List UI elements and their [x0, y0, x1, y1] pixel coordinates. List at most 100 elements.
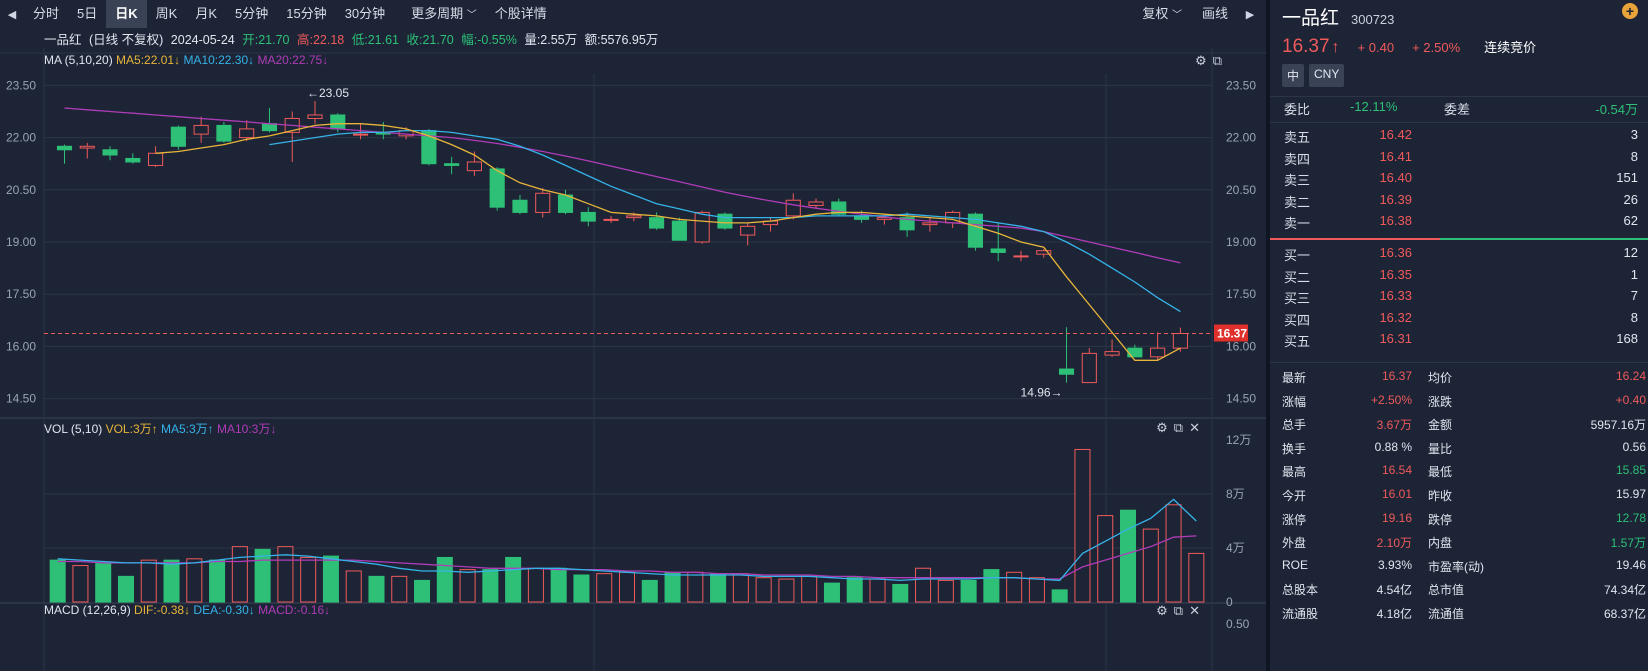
settings-icon[interactable]: ⚙: [1156, 603, 1174, 618]
candle-body: [170, 126, 186, 147]
order-book-row[interactable]: 买三 16.33 7: [1270, 288, 1648, 309]
order-book-row[interactable]: 卖二 16.39 26: [1270, 192, 1648, 213]
chart-area: ◀ 分时 5日 日K 周K 月K 5分钟 15分钟 30分钟 更多周期 ﹀ 个股…: [0, 0, 1266, 671]
order-book-row[interactable]: 买五 16.31 168: [1270, 331, 1648, 352]
level-price: 16.32: [1379, 309, 1412, 325]
stat-item: 量比 0.56: [1428, 440, 1646, 463]
volume-bar: [414, 579, 431, 603]
window-icon[interactable]: ⧉: [1173, 603, 1190, 618]
candle-body: [990, 248, 1006, 253]
close-icon[interactable]: ✕: [1189, 420, 1206, 435]
chevron-down-icon: ﹀: [466, 10, 477, 21]
tab-weekly-k[interactable]: 周K: [155, 6, 178, 21]
candle-info-line: 一品红 (日线 不复权) 2024-05-24 开:21.70 高:22.18 …: [44, 29, 662, 47]
weibi-label: 委比: [1284, 102, 1311, 117]
settings-icon[interactable]: ⚙: [1156, 420, 1174, 435]
tab-5day[interactable]: 5日: [77, 6, 98, 21]
tab-monthly-k[interactable]: 月K: [195, 6, 217, 21]
volume-bar: [209, 559, 226, 603]
fuquan-dropdown[interactable]: 复权 ﹀: [1132, 0, 1192, 28]
volume-bar: [596, 573, 613, 603]
stat-item: 涨幅 +2.50%: [1282, 393, 1412, 416]
stat-item: 外盘 2.10万: [1282, 534, 1412, 557]
vol-ma10-value: MA10:3万↓: [217, 422, 277, 436]
volume-bar: [801, 575, 818, 603]
stat-item: 流通值 68.37亿: [1428, 605, 1646, 628]
volume-bar: [983, 569, 1000, 603]
close-icon[interactable]: ✕: [1189, 603, 1206, 618]
candle-body: [603, 218, 619, 221]
level-price: 16.40: [1379, 170, 1412, 185]
candle-body: [808, 201, 824, 206]
stat-value: 1.57万: [1610, 536, 1646, 551]
price-tick-right: 23.50: [1226, 78, 1256, 92]
stat-value: 15.97: [1615, 487, 1646, 501]
candle-body: [102, 149, 118, 156]
tab-more-periods[interactable]: 更多周期 ﹀: [402, 0, 486, 28]
candle-body: [899, 217, 915, 231]
price-change: + 0.40: [1357, 40, 1395, 55]
info-mode: (日线 不复权): [89, 33, 164, 47]
quote-header: 一品红 300723: [1282, 3, 1394, 30]
prev-arrow-icon[interactable]: ◀: [7, 8, 17, 21]
price-line: 16.37 ↑ + 0.40 + 2.50% 连续竞价: [1282, 36, 1536, 58]
price-tick-left: 17.50: [6, 287, 36, 301]
tab-5min[interactable]: 5分钟: [234, 6, 269, 21]
tab-30min[interactable]: 30分钟: [344, 6, 386, 21]
candle-body: [626, 215, 642, 219]
level-volume: 26: [1623, 191, 1638, 207]
stat-label: 昨收: [1428, 489, 1453, 503]
tab-daily-k[interactable]: 日K: [106, 0, 147, 28]
next-arrow-icon[interactable]: ▶: [1245, 8, 1255, 21]
order-book-row[interactable]: 卖四 16.41 8: [1270, 149, 1648, 170]
volume-bar: [1028, 577, 1045, 603]
candle-body: [1013, 255, 1029, 258]
stat-item: 均价 16.24: [1428, 369, 1646, 392]
tab-fenshi[interactable]: 分时: [33, 6, 60, 21]
stat-item: 涨停 19.16: [1282, 511, 1412, 534]
candle-body: [193, 124, 209, 135]
candle-body: [216, 124, 232, 142]
kline-chart[interactable]: 23.50 23.50 22.00 22.00 20.50 20.50 19.00 19.00…: [0, 48, 1266, 671]
order-book-row[interactable]: 卖三 16.40 151: [1270, 170, 1648, 191]
stat-label: 涨幅: [1282, 394, 1307, 409]
price-tick-left: 19.00: [6, 235, 36, 249]
weibi-row: 委比 -12.11% 委差 -0.54万: [1270, 99, 1648, 120]
candle-body: [79, 145, 95, 149]
level-label: 买二: [1284, 269, 1311, 285]
window-icon[interactable]: ⧉: [1212, 53, 1228, 68]
candle-body: [56, 145, 73, 151]
add-watchlist-icon[interactable]: +: [1622, 3, 1638, 19]
order-book-row[interactable]: 买四 16.32 8: [1270, 310, 1648, 331]
order-book-row[interactable]: 卖五 16.42 3: [1270, 127, 1648, 148]
ma10-value: MA10:22.30↓: [183, 53, 255, 67]
price-tick-left: 14.50: [6, 392, 36, 406]
order-book-row[interactable]: 买二 16.35 1: [1270, 267, 1648, 288]
stat-item: 流通股 4.18亿: [1282, 605, 1412, 628]
panel-divider[interactable]: [1266, 0, 1270, 671]
volume-bar: [710, 573, 727, 603]
stat-label: 流通值: [1428, 607, 1465, 621]
volume-bar: [186, 558, 203, 603]
candle-body: [1081, 352, 1097, 384]
tab-15min[interactable]: 15分钟: [286, 6, 327, 21]
tab-stock-detail[interactable]: 个股详情: [494, 6, 547, 21]
settings-icon[interactable]: ⚙: [1195, 53, 1213, 68]
level-price: 16.42: [1379, 127, 1412, 142]
order-book-row[interactable]: 买一 16.36 12: [1270, 245, 1648, 266]
candle-body: [261, 123, 278, 132]
stat-label: 总市值: [1428, 583, 1465, 598]
order-book-row[interactable]: 卖一 16.38 62: [1270, 213, 1648, 234]
stat-label: 流通股: [1282, 607, 1319, 621]
dea-value: DEA:-0.30↓: [193, 603, 255, 617]
vol-title: VOL (5,10): [44, 422, 103, 436]
divider: [1270, 362, 1648, 363]
level-volume: 62: [1623, 213, 1638, 228]
stat-value: 68.37亿: [1603, 607, 1646, 621]
stat-item: 金额 5957.16万: [1428, 416, 1646, 439]
window-icon[interactable]: ⧉: [1173, 420, 1190, 435]
draw-line-button[interactable]: 画线: [1201, 6, 1228, 21]
level-label: 卖四: [1284, 151, 1311, 167]
price-tick-right: 16.00: [1226, 339, 1256, 353]
stat-item: 昨收 15.97: [1428, 487, 1646, 510]
